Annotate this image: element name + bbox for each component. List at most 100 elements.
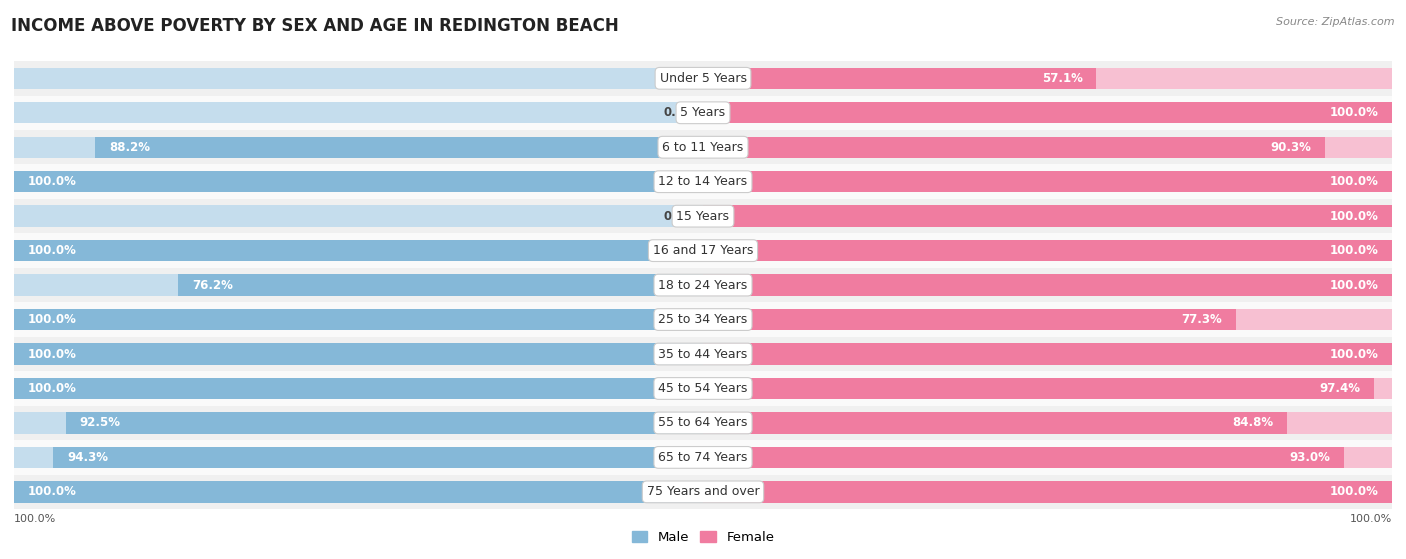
Bar [703, 206, 1392, 227]
Text: 100.0%: 100.0% [1350, 514, 1392, 524]
Bar [14, 378, 703, 399]
Legend: Male, Female: Male, Female [626, 525, 780, 549]
Bar [703, 378, 1392, 399]
Text: 25 to 34 Years: 25 to 34 Years [658, 313, 748, 326]
Text: 16 and 17 Years: 16 and 17 Years [652, 244, 754, 257]
Bar [703, 378, 1374, 399]
Text: 92.5%: 92.5% [80, 416, 121, 429]
Bar [14, 171, 703, 192]
Bar [703, 309, 1236, 330]
Bar [14, 68, 703, 89]
Bar [14, 206, 703, 227]
Bar [14, 481, 703, 503]
Text: 100.0%: 100.0% [1329, 210, 1378, 222]
Bar [14, 309, 703, 330]
Bar [703, 206, 1392, 227]
Text: 100.0%: 100.0% [28, 382, 77, 395]
Bar [14, 337, 1392, 371]
Bar [14, 130, 1392, 164]
Text: 100.0%: 100.0% [1329, 278, 1378, 292]
Bar [14, 234, 1392, 268]
Bar [14, 171, 703, 192]
Bar [14, 440, 1392, 475]
Bar [703, 309, 1392, 330]
Text: 84.8%: 84.8% [1232, 416, 1274, 429]
Bar [14, 274, 703, 296]
Text: 100.0%: 100.0% [1329, 348, 1378, 361]
Text: 76.2%: 76.2% [191, 278, 232, 292]
Text: 0.0%: 0.0% [664, 106, 696, 119]
Text: 100.0%: 100.0% [1329, 106, 1378, 119]
Bar [703, 343, 1392, 364]
Text: 93.0%: 93.0% [1289, 451, 1330, 464]
Bar [703, 447, 1344, 468]
Bar [14, 164, 1392, 199]
Text: 6 to 11 Years: 6 to 11 Years [662, 141, 744, 154]
Bar [703, 240, 1392, 261]
Bar [14, 136, 703, 158]
Text: 18 to 24 Years: 18 to 24 Years [658, 278, 748, 292]
Bar [14, 240, 703, 261]
Text: 0.0%: 0.0% [664, 72, 696, 85]
Bar [14, 343, 703, 364]
Bar [14, 413, 703, 434]
Bar [14, 96, 1392, 130]
Text: Under 5 Years: Under 5 Years [659, 72, 747, 85]
Bar [703, 413, 1288, 434]
Bar [703, 481, 1392, 503]
Bar [14, 447, 703, 468]
Text: 88.2%: 88.2% [110, 141, 150, 154]
Text: 100.0%: 100.0% [1329, 244, 1378, 257]
Bar [179, 274, 703, 296]
Text: 15 Years: 15 Years [676, 210, 730, 222]
Bar [703, 413, 1392, 434]
Text: 45 to 54 Years: 45 to 54 Years [658, 382, 748, 395]
Text: 94.3%: 94.3% [67, 451, 108, 464]
Text: 100.0%: 100.0% [28, 313, 77, 326]
Text: 100.0%: 100.0% [28, 485, 77, 499]
Bar [703, 102, 1392, 124]
Text: 0.0%: 0.0% [664, 210, 696, 222]
Text: 12 to 14 Years: 12 to 14 Years [658, 175, 748, 188]
Bar [14, 61, 1392, 96]
Bar [703, 240, 1392, 261]
Bar [14, 309, 703, 330]
Bar [14, 475, 1392, 509]
Bar [14, 406, 1392, 440]
Text: 100.0%: 100.0% [1329, 175, 1378, 188]
Text: 97.4%: 97.4% [1319, 382, 1360, 395]
Text: 75 Years and over: 75 Years and over [647, 485, 759, 499]
Bar [14, 378, 703, 399]
Bar [703, 171, 1392, 192]
Bar [14, 102, 703, 124]
Bar [14, 371, 1392, 406]
Bar [14, 268, 1392, 302]
Bar [66, 413, 703, 434]
Bar [703, 343, 1392, 364]
Bar [703, 102, 1392, 124]
Bar [14, 343, 703, 364]
Bar [703, 274, 1392, 296]
Text: 77.3%: 77.3% [1181, 313, 1222, 326]
Bar [14, 240, 703, 261]
Bar [14, 199, 1392, 234]
Text: 100.0%: 100.0% [28, 348, 77, 361]
Bar [703, 447, 1392, 468]
Text: 100.0%: 100.0% [14, 514, 56, 524]
Bar [14, 302, 1392, 337]
Bar [96, 136, 703, 158]
Text: 55 to 64 Years: 55 to 64 Years [658, 416, 748, 429]
Text: 35 to 44 Years: 35 to 44 Years [658, 348, 748, 361]
Bar [703, 481, 1392, 503]
Bar [703, 136, 1324, 158]
Text: Source: ZipAtlas.com: Source: ZipAtlas.com [1277, 17, 1395, 27]
Bar [703, 136, 1392, 158]
Text: 65 to 74 Years: 65 to 74 Years [658, 451, 748, 464]
Bar [703, 171, 1392, 192]
Text: 57.1%: 57.1% [1042, 72, 1083, 85]
Bar [703, 274, 1392, 296]
Bar [53, 447, 703, 468]
Text: INCOME ABOVE POVERTY BY SEX AND AGE IN REDINGTON BEACH: INCOME ABOVE POVERTY BY SEX AND AGE IN R… [11, 17, 619, 35]
Text: 100.0%: 100.0% [28, 175, 77, 188]
Text: 100.0%: 100.0% [28, 244, 77, 257]
